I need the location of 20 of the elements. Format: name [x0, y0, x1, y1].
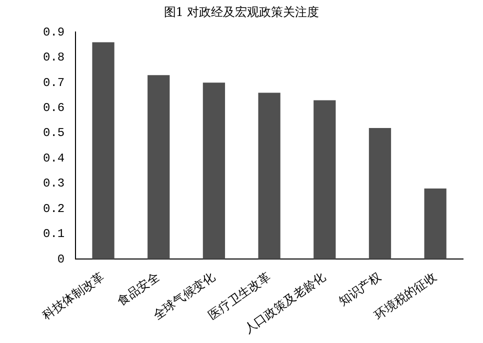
y-tick-label: 0.4: [42, 151, 65, 166]
y-tick-label: 0.7: [42, 76, 65, 90]
x-tick-label: 食品安全: [114, 270, 162, 309]
y-tick-label: 0: [57, 252, 65, 266]
chart-title: 图1 对政经及宏观政策关注度: [162, 4, 320, 21]
x-tick-label: 科技体制改革: [40, 270, 107, 322]
bar: [368, 128, 392, 260]
y-tick-label: 0.2: [42, 202, 65, 216]
bar: [202, 82, 226, 260]
bar: [148, 75, 170, 260]
y-tick-label: 0.3: [42, 176, 65, 191]
bar: [424, 188, 446, 260]
bar: [314, 100, 336, 260]
y-tick-label: 0.6: [42, 101, 65, 116]
y-tick-label: 0.5: [42, 126, 65, 140]
y-tick-label: 0.1: [42, 227, 65, 242]
bar: [92, 42, 114, 260]
bar: [258, 92, 280, 260]
y-tick-label: 0.8: [42, 50, 65, 65]
y-tick-label: 0.9: [42, 25, 65, 40]
